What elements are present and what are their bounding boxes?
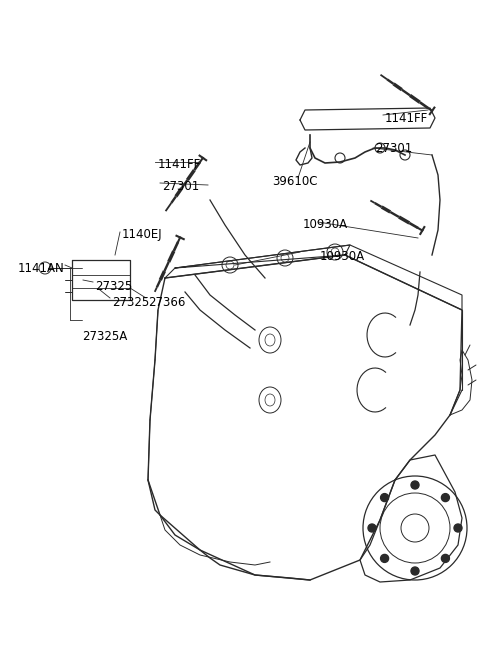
Circle shape [381,554,389,563]
Circle shape [381,494,389,502]
Circle shape [442,554,449,563]
Text: 27325: 27325 [112,296,149,309]
Text: 1140EJ: 1140EJ [122,228,163,241]
Text: 1141AN: 1141AN [18,262,65,275]
Text: 10930A: 10930A [320,250,365,263]
Text: 39610C: 39610C [272,175,317,188]
Circle shape [368,524,376,532]
Text: 27325A: 27325A [82,330,127,343]
Text: 1141FF: 1141FF [385,112,428,125]
Circle shape [411,481,419,489]
Text: 1141FF: 1141FF [158,158,201,171]
Text: 27366: 27366 [148,296,185,309]
Text: 27325: 27325 [95,280,132,293]
Circle shape [454,524,462,532]
Text: 10930A: 10930A [303,218,348,231]
Circle shape [442,494,449,502]
Text: 27301: 27301 [162,180,199,193]
Text: 27301: 27301 [375,142,412,155]
Circle shape [411,567,419,575]
